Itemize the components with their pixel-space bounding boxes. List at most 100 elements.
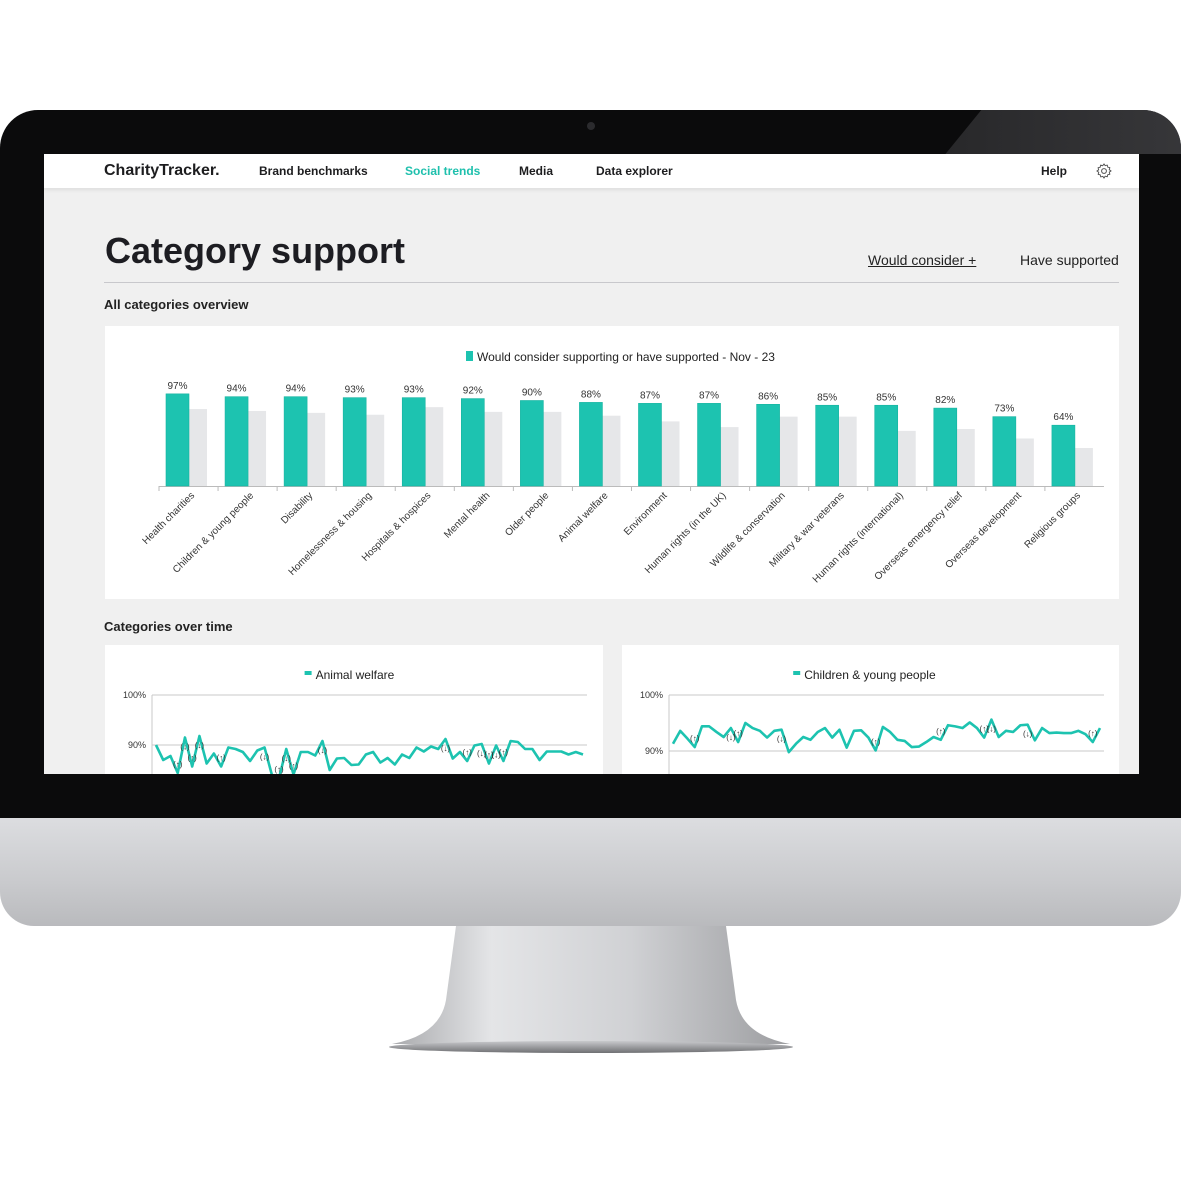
section-over-time-heading: Categories over time: [104, 619, 233, 634]
bar-value-label: 85%: [817, 392, 837, 403]
legend-label: Children & young people: [804, 668, 936, 682]
bar-value-label: 90%: [522, 388, 542, 399]
category-label: Environment: [622, 490, 670, 538]
significant-increase-marker: (↑): [733, 729, 743, 738]
significant-decrease-marker: (↓): [195, 741, 205, 750]
y-tick-label: 100%: [123, 690, 146, 700]
significant-increase-marker: (↑): [484, 751, 494, 760]
significant-decrease-marker: (↓): [441, 744, 451, 753]
bar-value-label: 87%: [699, 390, 719, 401]
significant-increase-marker: (↑): [499, 748, 509, 757]
nav-brand-benchmarks[interactable]: Brand benchmarks: [259, 164, 368, 178]
bar-value-label: 86%: [758, 391, 778, 402]
toggle-have-supported[interactable]: Have supported: [1020, 252, 1119, 268]
bar-value-label: 87%: [640, 390, 660, 401]
bar-would-consider: [460, 398, 485, 487]
category-label: Older people: [503, 490, 552, 539]
category-label: Animal welfare: [556, 490, 610, 544]
significant-decrease-marker: (↓): [987, 725, 997, 734]
significant-increase-marker: (↑): [173, 760, 183, 769]
bar-value-label: 92%: [463, 386, 483, 397]
bar-would-consider: [520, 400, 544, 487]
nav-media[interactable]: Media: [519, 164, 554, 178]
bar-would-consider: [874, 404, 899, 487]
title-divider: [104, 282, 1119, 283]
children-young-people-card: Children & young people 100% 90% (↑) (↓) (↑)(…: [622, 645, 1119, 774]
bar-would-consider: [756, 404, 780, 487]
bar-value-label: 93%: [404, 385, 424, 396]
category-label: Mental health: [442, 490, 492, 540]
y-tick-label: 100%: [640, 690, 663, 700]
logo[interactable]: CharityTracker.: [104, 162, 220, 179]
bar-value-label: 82%: [935, 395, 955, 406]
camera-icon: [587, 122, 595, 130]
significant-decrease-marker: (↓): [777, 735, 787, 744]
bar-value-label: 94%: [286, 384, 306, 395]
monitor-chin: [0, 818, 1181, 926]
significant-decrease-marker: (↓): [726, 733, 736, 742]
bar-would-consider: [283, 396, 308, 487]
significant-increase-marker: (↑): [1088, 729, 1098, 738]
series-line: [671, 718, 1102, 754]
significant-decrease-marker: (↓): [260, 753, 270, 762]
y-tick-label: 90%: [128, 740, 146, 750]
legend-label: Would consider supporting or have suppor…: [477, 350, 775, 364]
bar-would-consider: [165, 393, 190, 487]
significant-decrease-marker: (↓): [477, 749, 487, 758]
bar-would-consider: [224, 396, 249, 487]
significant-increase-marker: (↑): [188, 754, 198, 763]
app-screen: CharityTracker. Brand benchmarks Social …: [44, 154, 1139, 774]
bar-value-label: 73%: [994, 404, 1014, 415]
significant-decrease-marker: (↓): [318, 746, 328, 755]
bar-value-label: 93%: [345, 385, 365, 396]
animal-welfare-card: Animal welfare 100% 90% (↑) (↓) (↑) (↓) (↑) (↓)(…: [105, 645, 603, 774]
section-overview-heading: All categories overview: [104, 297, 249, 312]
top-nav: CharityTracker. Brand benchmarks Social …: [44, 154, 1139, 188]
significant-decrease-marker: (↓): [282, 754, 292, 763]
series-line: [154, 734, 584, 774]
category-label: Health charities: [141, 490, 198, 547]
legend-swatch: [793, 671, 801, 675]
bar-value-label: 88%: [581, 389, 601, 400]
significant-increase-marker: (↑): [289, 762, 299, 771]
bar-would-consider: [342, 397, 367, 487]
significant-decrease-marker: (↓): [1023, 730, 1033, 739]
significant-increase-marker: (↑): [871, 737, 881, 746]
significant-increase-marker: (↑): [463, 748, 473, 757]
bar-would-consider: [933, 407, 958, 487]
nav-help[interactable]: Help: [1041, 164, 1068, 178]
bar-would-consider: [697, 403, 721, 487]
bar-value-label: 97%: [167, 381, 187, 392]
significant-increase-marker: (↑): [936, 727, 946, 736]
significant-decrease-marker: (↓): [491, 751, 501, 760]
significant-increase-marker: (↑): [274, 765, 284, 774]
legend-swatch: [304, 671, 312, 675]
toggle-would-consider[interactable]: Would consider +: [868, 252, 977, 268]
nav-data-explorer[interactable]: Data explorer: [596, 164, 673, 178]
significant-increase-marker: (↑): [980, 725, 990, 734]
bar-would-consider: [1051, 424, 1076, 487]
y-tick-label: 90%: [645, 746, 663, 756]
page-title: Category support: [105, 230, 406, 271]
nav-social-trends[interactable]: Social trends: [405, 164, 481, 178]
bar-value-label: 64%: [1053, 412, 1073, 423]
bar-would-consider: [401, 397, 426, 487]
legend-swatch: [466, 351, 473, 361]
significant-increase-marker: (↑): [690, 734, 700, 743]
bar-would-consider: [992, 416, 1017, 487]
overview-bar-chart: Would consider supporting or have suppor…: [141, 350, 1104, 585]
category-label: Religious groups: [1023, 490, 1083, 550]
bar-would-consider: [815, 404, 839, 487]
bar-would-consider: [579, 402, 603, 487]
significant-decrease-marker: (↓): [180, 743, 190, 752]
bar-value-label: 85%: [876, 392, 896, 403]
bar-would-consider: [638, 403, 662, 487]
bar-value-label: 94%: [227, 384, 247, 395]
overview-chart-card: Would consider supporting or have suppor…: [105, 326, 1119, 599]
category-label: Disability: [279, 490, 315, 526]
gear-icon[interactable]: [1095, 162, 1113, 180]
legend-label: Animal welfare: [316, 668, 395, 682]
